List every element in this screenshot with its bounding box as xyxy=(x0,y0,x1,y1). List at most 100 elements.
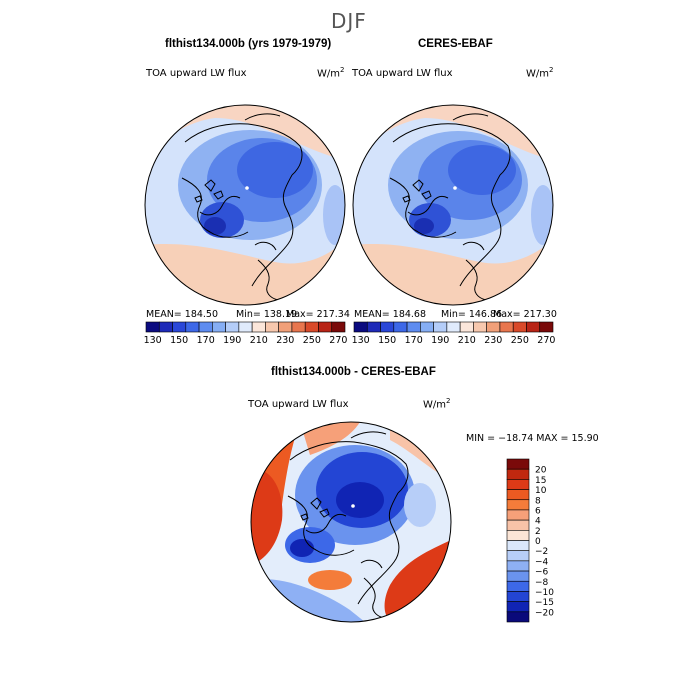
panel-1-field-label: TOA upward LW flux xyxy=(146,68,247,79)
panel-2-mean: MEAN= 184.68 xyxy=(354,309,427,320)
colorbar-model-swatch xyxy=(198,321,213,333)
colorbar-obs-swatch xyxy=(459,321,474,333)
colorbar-difference-swatch xyxy=(506,468,530,480)
colorbar-difference-tick-label: −20 xyxy=(535,608,554,618)
colorbar-model: 130 150 170 190 210 230 250 270 xyxy=(144,321,347,346)
panel-2-units-base: W/m xyxy=(526,68,549,80)
colorbar-difference-swatch xyxy=(506,601,530,613)
page-title: DJF xyxy=(331,9,367,33)
colorbar-obs-tick-label: 270 xyxy=(537,335,555,346)
colorbar-obs-swatch xyxy=(473,321,487,333)
colorbar-model-tick-label: 210 xyxy=(250,335,268,346)
colorbar-difference-swatch xyxy=(506,570,530,582)
panel-2-units-exp: 2 xyxy=(549,66,554,74)
colorbar-difference-tick-label: 6 xyxy=(535,506,541,516)
colorbar-difference-swatch xyxy=(506,560,530,572)
panel-1-header: flthist134.000b (yrs 1979-1979) xyxy=(165,38,332,50)
colorbar-difference-swatch xyxy=(506,580,530,592)
colorbar-model-swatch xyxy=(185,321,200,333)
colorbar-obs-tick-label: 130 xyxy=(352,335,370,346)
colorbar-obs-swatch xyxy=(406,321,421,333)
panel-3-units-exp: 2 xyxy=(446,397,451,405)
panel-2-units: W/m2 xyxy=(526,66,553,79)
colorbar-obs-tick-label: 190 xyxy=(431,335,449,346)
colorbar-model-tick-label: 250 xyxy=(303,335,321,346)
colorbar-model-swatch xyxy=(212,321,226,333)
colorbar-obs-tick-label: 170 xyxy=(405,335,423,346)
colorbar-difference-swatch xyxy=(506,509,530,521)
colorbar-difference-tick-label: 2 xyxy=(535,527,541,537)
panel-2-header: CERES-EBAF xyxy=(418,38,493,50)
colorbar-difference-tick-label: −10 xyxy=(535,588,554,598)
colorbar-model-tick-label: 130 xyxy=(144,335,162,346)
colorbar-obs-tick-label: 230 xyxy=(484,335,502,346)
colorbar-difference-tick-label: 20 xyxy=(535,466,547,476)
colorbar-model-swatch xyxy=(318,321,333,333)
map-model xyxy=(144,104,346,306)
colorbar-difference-swatch xyxy=(506,499,530,511)
colorbar-difference-swatch xyxy=(506,489,530,501)
panel-1-units-base: W/m xyxy=(317,68,340,80)
colorbar-difference-tick-label: 8 xyxy=(535,496,541,506)
panel-3-minmax: MIN = −18.74 MAX = 15.90 xyxy=(466,433,599,444)
colorbar-difference-tick-label: −8 xyxy=(535,578,549,588)
colorbar-model-tick-label: 190 xyxy=(223,335,241,346)
panel-3-units-base: W/m xyxy=(423,399,446,411)
colorbar-model-swatch xyxy=(265,321,279,333)
colorbar-difference-swatch xyxy=(506,540,530,551)
panel-1-max: Max= 217.34 xyxy=(286,309,350,320)
colorbar-model-swatch xyxy=(238,321,253,333)
colorbar-difference-tick-label: −4 xyxy=(535,557,549,567)
colorbar-difference-tick-label: 0 xyxy=(535,537,541,547)
panel-1-units: W/m2 xyxy=(317,66,344,79)
colorbar-obs-swatch xyxy=(420,321,434,333)
colorbar-obs-swatch xyxy=(393,321,408,333)
colorbar-difference-tick-label: −2 xyxy=(535,547,548,557)
colorbar-model-swatch xyxy=(172,321,187,333)
colorbar-model-tick-label: 170 xyxy=(197,335,215,346)
colorbar-difference-swatch xyxy=(506,550,530,562)
colorbar-model-swatch xyxy=(158,321,173,333)
colorbar-model-swatch xyxy=(278,321,293,333)
colorbar-obs-swatch xyxy=(526,321,541,333)
colorbar-model-tick-label: 270 xyxy=(329,335,347,346)
colorbar-obs-tick-label: 150 xyxy=(378,335,396,346)
colorbar-model-tick-label: 150 xyxy=(170,335,188,346)
colorbar-difference-tick-label: 10 xyxy=(535,486,547,496)
panel-3-field-label: TOA upward LW flux xyxy=(248,399,349,410)
panel-1-units-exp: 2 xyxy=(340,66,345,74)
colorbar-difference-swatch xyxy=(506,479,530,490)
colorbar-model-swatch xyxy=(291,321,306,333)
colorbar-obs-tick-label: 250 xyxy=(511,335,529,346)
colorbar-obs-swatch xyxy=(366,321,381,333)
colorbar-difference-tick-label: 15 xyxy=(535,476,546,486)
colorbar-difference-swatch xyxy=(506,591,530,602)
map-obs xyxy=(352,104,554,306)
colorbar-model-swatch xyxy=(304,321,319,333)
colorbar-obs-swatch xyxy=(433,321,448,333)
colorbar-obs: 130 150 170 190 210 230 250 270 xyxy=(352,321,555,346)
colorbar-model-swatch xyxy=(331,321,346,333)
colorbar-obs-swatch xyxy=(446,321,461,333)
map-difference xyxy=(250,421,452,623)
colorbar-obs-swatch xyxy=(499,321,514,333)
colorbar-model-swatch xyxy=(225,321,240,333)
colorbar-obs-swatch xyxy=(353,321,368,333)
colorbar-difference-tick-label: 4 xyxy=(535,517,541,527)
panel-2-max: Max= 217.30 xyxy=(493,309,557,320)
panel-2-field-label: TOA upward LW flux xyxy=(352,68,453,79)
colorbar-difference-swatch xyxy=(506,519,530,531)
panel-3-header: flthist134.000b - CERES-EBAF xyxy=(271,366,436,378)
colorbar-difference-swatch xyxy=(506,458,530,470)
colorbar-obs-tick-label: 210 xyxy=(458,335,476,346)
colorbar-obs-swatch xyxy=(486,321,501,333)
colorbar-difference-swatch xyxy=(506,611,530,623)
panel-1-min: Min= 138.19 xyxy=(236,309,298,320)
colorbar-obs-swatch xyxy=(512,321,527,333)
colorbar-model-swatch xyxy=(251,321,266,333)
panel-2-min: Min= 146.86 xyxy=(441,309,503,320)
panel-3-units: W/m2 xyxy=(423,397,450,410)
colorbar-difference-tick-label: −6 xyxy=(535,568,549,578)
